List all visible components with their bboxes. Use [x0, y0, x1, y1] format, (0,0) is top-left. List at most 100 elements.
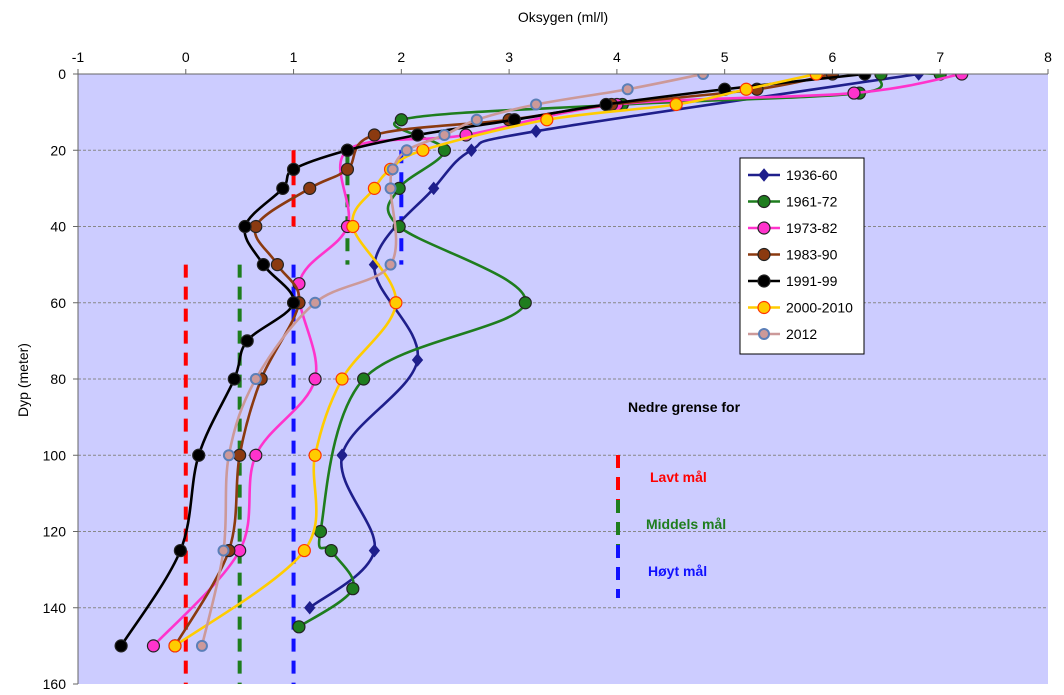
- point-1936-60-2: [465, 143, 478, 158]
- point-2000-2010-8: [389, 296, 403, 310]
- point-1936-60-6: [336, 448, 348, 463]
- x-tick-label-8: 8: [1044, 49, 1052, 65]
- point-1991-99-9: [256, 258, 270, 272]
- point-1991-99-5: [340, 143, 355, 157]
- series-1991-99: [114, 74, 872, 653]
- legend-item-1936-60: 1936-60: [748, 167, 838, 183]
- point-1983-90-8: [270, 258, 284, 272]
- y-axis-title: Dyp (meter): [15, 343, 31, 417]
- point-1973-82-1: [847, 86, 861, 100]
- point-2012-9: [309, 296, 322, 309]
- point-2012-8: [384, 258, 397, 271]
- point-2000-2010-10: [308, 448, 322, 462]
- legend-item-2012: 2012: [748, 326, 817, 342]
- legend-label-1936-60: 1936-60: [786, 167, 838, 183]
- series-line-2000-2010: [174, 74, 817, 647]
- point-1961-72-1: [874, 74, 888, 81]
- annotation-label-1: Middels mål: [646, 516, 726, 532]
- point-1936-60-1: [530, 124, 542, 138]
- legend-item-1983-90: 1983-90: [748, 247, 838, 263]
- point-1973-82-8: [249, 448, 263, 462]
- x-tick-label-7: 7: [936, 49, 944, 65]
- y-tick-label-160: 160: [43, 676, 67, 690]
- legend-label-1983-90: 1983-90: [786, 247, 838, 263]
- point-1991-99-6: [286, 162, 301, 176]
- point-1983-90-11: [233, 448, 247, 462]
- x-tick-label-6: 6: [829, 49, 837, 65]
- point-2012-10: [249, 373, 262, 385]
- point-2012-4: [438, 129, 451, 141]
- legend-marker-1961-72: [757, 194, 771, 209]
- point-2000-2010-6: [367, 181, 381, 195]
- point-1961-72-8: [518, 296, 532, 310]
- point-1991-99-11: [240, 334, 254, 348]
- point-1973-82-7: [308, 372, 322, 386]
- point-2000-2010-0: [809, 74, 823, 81]
- point-2012-0: [697, 74, 710, 80]
- x-tick-label-1: 1: [290, 49, 298, 65]
- point-1936-60-0: [913, 74, 925, 81]
- point-2000-2010-12: [168, 639, 182, 653]
- point-2000-2010-3: [540, 113, 554, 127]
- point-1936-60-7: [368, 543, 381, 558]
- legend: 1936-60 1961-72 1973-82 1983-90 1991-99 2000-…: [739, 157, 865, 355]
- target-annotation: Nedre grense for Lavt mål Middels mål Høyt …: [616, 399, 741, 598]
- point-1991-99-12: [227, 372, 241, 386]
- point-1983-90-6: [303, 181, 317, 195]
- series-line-1973-82: [152, 74, 963, 647]
- point-1991-99-15: [114, 639, 128, 653]
- point-1991-99-0: [858, 74, 872, 81]
- y-tick-label-140: 140: [43, 600, 67, 616]
- legend-marker-2000-2010: [757, 300, 771, 315]
- point-1983-90-4: [367, 128, 381, 142]
- point-2000-2010-9: [335, 372, 349, 386]
- point-1936-60-8: [304, 600, 316, 615]
- legend-marker-1991-99: [757, 274, 771, 288]
- legend-marker-1973-82: [757, 221, 771, 235]
- point-1991-99-7: [276, 181, 290, 195]
- point-2012-5: [400, 144, 413, 157]
- point-1991-99-8: [238, 219, 252, 234]
- series-2012: [195, 74, 710, 652]
- point-2012-2: [530, 98, 543, 111]
- point-1983-90-5: [340, 162, 355, 176]
- y-tick-label-40: 40: [50, 219, 66, 235]
- point-1961-72-11: [324, 543, 338, 558]
- annotation-title: Nedre grense for: [628, 399, 741, 415]
- annotation-label-2: Høyt mål: [648, 563, 707, 579]
- annotation-label-0: Lavt mål: [650, 469, 707, 485]
- x-tick-label-0: 0: [182, 49, 190, 65]
- y-tick-label-0: 0: [58, 66, 66, 82]
- point-1991-99-2: [599, 97, 613, 112]
- point-1936-60-3: [428, 181, 440, 196]
- x-tick-label-2: 2: [397, 49, 405, 65]
- series-line-1936-60: [308, 74, 919, 609]
- point-2012-1: [621, 83, 634, 96]
- y-tick-label-120: 120: [43, 524, 67, 540]
- series-1936-60: [304, 74, 925, 615]
- point-1961-72-4: [394, 113, 408, 127]
- point-1936-60-5: [411, 353, 424, 367]
- point-2012-13: [195, 639, 208, 652]
- point-2012-12: [217, 544, 230, 557]
- legend-marker-2012: [758, 328, 770, 340]
- y-tick-label-80: 80: [50, 371, 66, 387]
- point-2012-6: [386, 163, 399, 176]
- point-2000-2010-2: [669, 97, 683, 112]
- point-2000-2010-11: [297, 543, 311, 558]
- point-1991-99-4: [410, 128, 425, 142]
- series-layer: [114, 74, 969, 653]
- point-2012-3: [470, 113, 483, 126]
- legend-label-1991-99: 1991-99: [786, 273, 838, 289]
- point-2000-2010-7: [346, 219, 360, 234]
- x-tick-label-4: 4: [613, 49, 621, 65]
- point-2012-11: [222, 449, 235, 462]
- y-tick-label-60: 60: [50, 295, 66, 311]
- legend-label-2000-2010: 2000-2010: [786, 300, 853, 316]
- legend-marker-1936-60: [758, 168, 770, 182]
- y-tick-label-20: 20: [50, 142, 66, 158]
- legend-label-2012: 2012: [786, 326, 817, 342]
- series-2000-2010: [168, 74, 823, 653]
